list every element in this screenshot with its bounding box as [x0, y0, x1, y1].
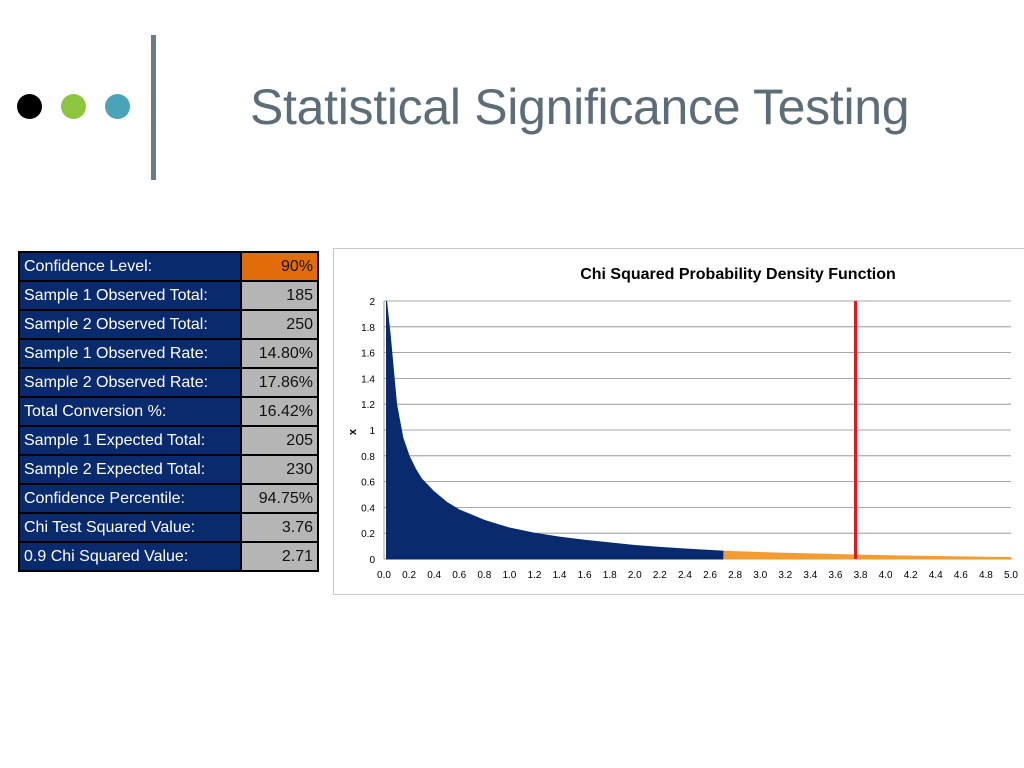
x-tick-label: 1.0 [502, 570, 516, 581]
table-row: Sample 1 Observed Total: 185 [18, 280, 319, 311]
row-value: 2.71 [240, 541, 319, 572]
y-tick-label: 1 [369, 426, 375, 437]
y-tick-label: 0 [369, 555, 375, 566]
row-label: Sample 1 Expected Total: [18, 425, 242, 456]
x-tick-label: 5.0 [1004, 570, 1018, 581]
x-tick-label: 4.4 [929, 570, 943, 581]
row-value: 250 [240, 309, 319, 340]
table-row: Confidence Percentile: 94.75% [18, 483, 319, 514]
table-row: Chi Test Squared Value: 3.76 [18, 512, 319, 543]
x-tick-label: 3.4 [803, 570, 817, 581]
y-tick-label: 0.2 [361, 529, 375, 540]
table-row: Sample 2 Observed Rate: 17.86% [18, 367, 319, 398]
row-value: 17.86% [240, 367, 319, 398]
density-area-orange [723, 550, 1012, 560]
page-title: Statistical Significance Testing [250, 79, 910, 135]
y-tick-label: 0.8 [361, 452, 375, 463]
table-row: Sample 2 Observed Total: 250 [18, 309, 319, 340]
x-tick-label: 1.6 [578, 570, 592, 581]
row-value: 90% [240, 251, 319, 282]
chart-title: Chi Squared Probability Density Function [580, 266, 896, 283]
row-label: Sample 2 Expected Total: [18, 454, 242, 485]
x-tick-label: 3.6 [828, 570, 842, 581]
row-label: Sample 2 Observed Rate: [18, 367, 242, 398]
row-value: 14.80% [240, 338, 319, 369]
row-label: Confidence Level: [18, 251, 242, 282]
chi-squared-chart: Chi Squared Probability Density Function… [347, 266, 1018, 581]
y-tick-label: 2 [369, 297, 375, 308]
x-tick-label: 4.0 [879, 570, 893, 581]
row-value: 205 [240, 425, 319, 456]
stats-table: Confidence Level: 90% Sample 1 Observed To… [18, 251, 319, 572]
teal-dot [105, 94, 130, 119]
x-tick-label: 2.4 [678, 570, 692, 581]
x-tick-label: 0.0 [377, 570, 391, 581]
row-label: Sample 1 Observed Rate: [18, 338, 242, 369]
x-tick-label: 4.2 [904, 570, 918, 581]
y-tick-label: 1.8 [361, 323, 375, 334]
x-tick-label: 4.6 [954, 570, 968, 581]
row-value: 94.75% [240, 483, 319, 514]
row-label: 0.9 Chi Squared Value: [18, 541, 242, 572]
y-tick-label: 1.6 [361, 349, 375, 360]
table-row: Sample 1 Observed Rate: 14.80% [18, 338, 319, 369]
row-value: 16.42% [240, 396, 319, 427]
x-tick-label: 0.6 [452, 570, 466, 581]
table-row: Total Conversion %: 16.42% [18, 396, 319, 427]
table-row: Confidence Level: 90% [18, 251, 319, 282]
green-dot [61, 94, 86, 119]
density-area-blue [386, 300, 725, 560]
x-tick-label: 3.0 [753, 570, 767, 581]
x-tick-label: 2.8 [728, 570, 742, 581]
x-tick-label: 0.2 [402, 570, 416, 581]
row-label: Sample 1 Observed Total: [18, 280, 242, 311]
y-axis-label: x [347, 428, 359, 435]
x-tick-label: 0.8 [477, 570, 491, 581]
x-tick-label: 1.2 [528, 570, 542, 581]
y-tick-label: 1.4 [361, 374, 375, 385]
row-value: 185 [240, 280, 319, 311]
row-label: Sample 2 Observed Total: [18, 309, 242, 340]
x-tick-label: 2.0 [628, 570, 642, 581]
x-tick-label: 3.2 [778, 570, 792, 581]
x-tick-label: 1.8 [603, 570, 617, 581]
x-tick-label: 2.2 [653, 570, 667, 581]
y-tick-label: 0.4 [361, 503, 375, 514]
black-dot [17, 94, 42, 119]
x-tick-label: 2.6 [703, 570, 717, 581]
table-row: Sample 2 Expected Total: 230 [18, 454, 319, 485]
chart-panel: Chi Squared Probability Density Function… [333, 248, 1024, 595]
y-tick-label: 1.2 [361, 400, 375, 411]
y-tick-label: 0.6 [361, 478, 375, 489]
x-tick-label: 3.8 [854, 570, 868, 581]
table-row: Sample 1 Expected Total: 205 [18, 425, 319, 456]
row-label: Chi Test Squared Value: [18, 512, 242, 543]
row-label: Confidence Percentile: [18, 483, 242, 514]
title-divider [151, 35, 156, 180]
table-row: 0.9 Chi Squared Value: 2.71 [18, 541, 319, 572]
x-tick-label: 1.4 [553, 570, 567, 581]
row-value: 230 [240, 454, 319, 485]
row-label: Total Conversion %: [18, 396, 242, 427]
x-tick-label: 4.8 [979, 570, 993, 581]
row-value: 3.76 [240, 512, 319, 543]
x-tick-label: 0.4 [427, 570, 441, 581]
